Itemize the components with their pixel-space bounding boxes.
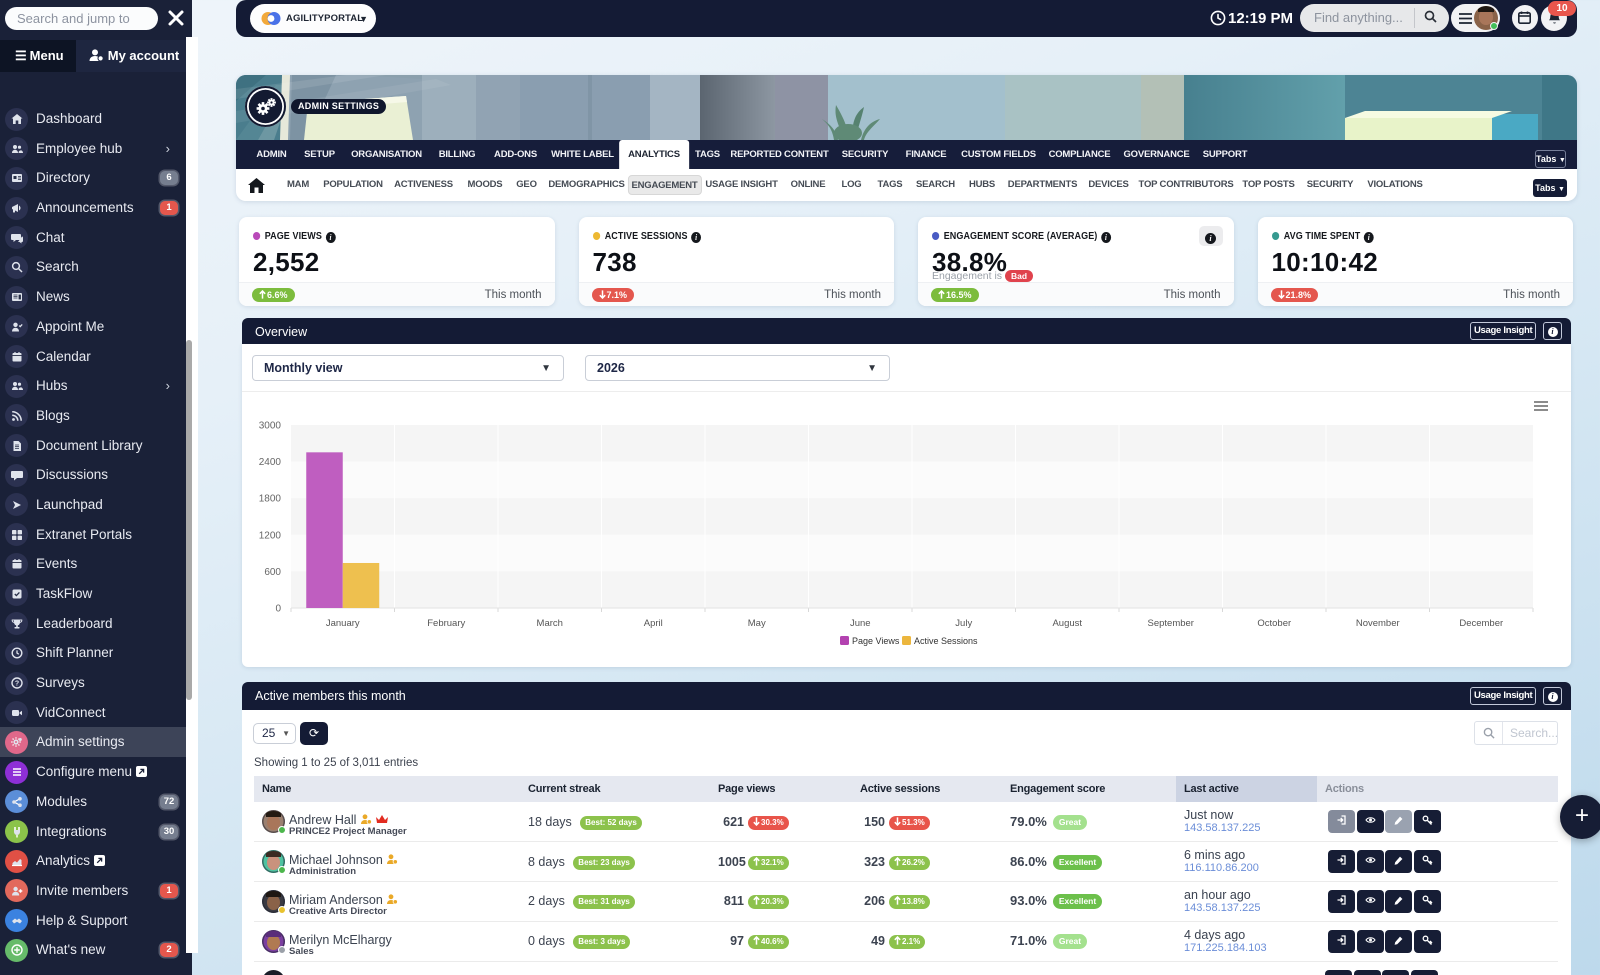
svg-text:September: September bbox=[1148, 618, 1194, 629]
svg-text:June: June bbox=[850, 618, 871, 629]
svg-text:May: May bbox=[748, 618, 766, 629]
svg-text:1200: 1200 bbox=[259, 530, 282, 541]
svg-text:Page Views: Page Views bbox=[852, 636, 900, 646]
svg-text:November: November bbox=[1356, 618, 1400, 629]
svg-text:0: 0 bbox=[275, 604, 281, 615]
svg-text:August: August bbox=[1052, 618, 1082, 629]
svg-text:October: October bbox=[1257, 618, 1291, 629]
svg-text:3000: 3000 bbox=[259, 421, 282, 432]
svg-text:March: March bbox=[537, 618, 563, 629]
svg-text:Active Sessions: Active Sessions bbox=[914, 636, 978, 646]
svg-text:?: ? bbox=[14, 680, 18, 687]
svg-text:2400: 2400 bbox=[259, 457, 282, 468]
svg-text:December: December bbox=[1459, 618, 1503, 629]
svg-text:July: July bbox=[955, 618, 972, 629]
svg-text:April: April bbox=[644, 618, 663, 629]
svg-text:February: February bbox=[427, 618, 465, 629]
svg-text:600: 600 bbox=[264, 567, 281, 578]
svg-text:January: January bbox=[326, 618, 360, 629]
svg-text:1800: 1800 bbox=[259, 494, 282, 505]
